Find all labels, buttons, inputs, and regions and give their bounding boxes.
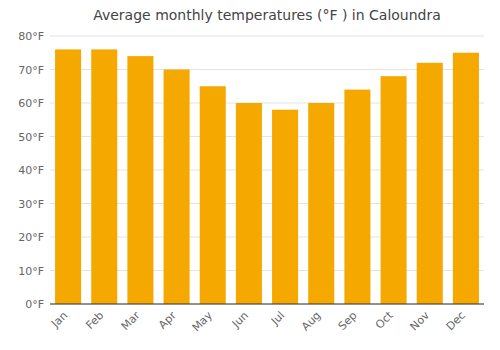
bars: [55, 49, 479, 304]
x-tick-label: Oct: [373, 308, 396, 331]
y-tick-label: 20°F: [18, 231, 44, 244]
bar: [417, 63, 443, 304]
x-tick-label: Nov: [407, 309, 432, 334]
x-axis: Jan Feb Mar Apr May Jun Jul Aug Sep Oct Nov Dec: [48, 308, 468, 334]
y-tick-label: 30°F: [18, 198, 44, 211]
grid: [50, 36, 484, 304]
bar: [127, 56, 153, 304]
grid-line: [50, 36, 484, 37]
bar: [200, 86, 226, 304]
x-tick-label: Sep: [336, 309, 360, 333]
x-axis-line: [50, 304, 484, 305]
x-tick-label: Jul: [268, 309, 287, 328]
y-tick-label: 40°F: [18, 164, 44, 177]
x-tick-label: Mar: [119, 309, 143, 333]
x-tick-label: Apr: [156, 309, 179, 332]
bar: [236, 103, 262, 304]
bar: [272, 110, 298, 304]
bar: [55, 49, 81, 304]
chart-container: Average monthly temperatures (°F ) in Ca…: [0, 0, 500, 350]
grid-line: [50, 304, 484, 305]
bar: [344, 90, 370, 304]
bar: [381, 76, 407, 304]
x-tick-label: Dec: [444, 309, 468, 333]
bar: [91, 49, 117, 304]
bar: [308, 103, 334, 304]
x-tick-label: Aug: [299, 309, 323, 333]
title: Average monthly temperatures (°F ) in Ca…: [93, 7, 441, 23]
bar: [164, 70, 190, 305]
x-tick-label: Feb: [83, 309, 106, 332]
page: {"chart_data": {"type": "bar", "title": …: [0, 0, 500, 350]
y-tick-label: 60°F: [18, 97, 44, 110]
x-tick-label: May: [190, 309, 216, 335]
chart-svg: Average monthly temperatures (°F ) in Ca…: [0, 0, 500, 350]
y-tick-label: 70°F: [18, 64, 44, 77]
y-tick-label: 10°F: [18, 265, 44, 278]
y-axis: 0°F 10°F 20°F 30°F 40°F 50°F 60°F 70°F 80°F: [18, 30, 44, 311]
y-tick-label: 0°F: [25, 298, 44, 311]
bar: [453, 53, 479, 304]
x-tick-label: Jan: [48, 309, 70, 331]
y-tick-label: 50°F: [18, 131, 44, 144]
y-tick-label: 80°F: [18, 30, 44, 43]
x-tick-label: Jun: [229, 309, 251, 331]
